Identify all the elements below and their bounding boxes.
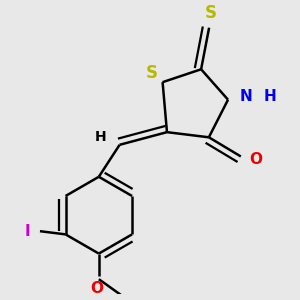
- Text: O: O: [91, 281, 104, 296]
- Text: S: S: [146, 64, 158, 82]
- Text: N: N: [239, 89, 252, 104]
- Text: H: H: [263, 89, 276, 104]
- Text: S: S: [205, 4, 217, 22]
- Text: I: I: [24, 224, 30, 239]
- Text: O: O: [249, 152, 262, 167]
- Text: H: H: [94, 130, 106, 144]
